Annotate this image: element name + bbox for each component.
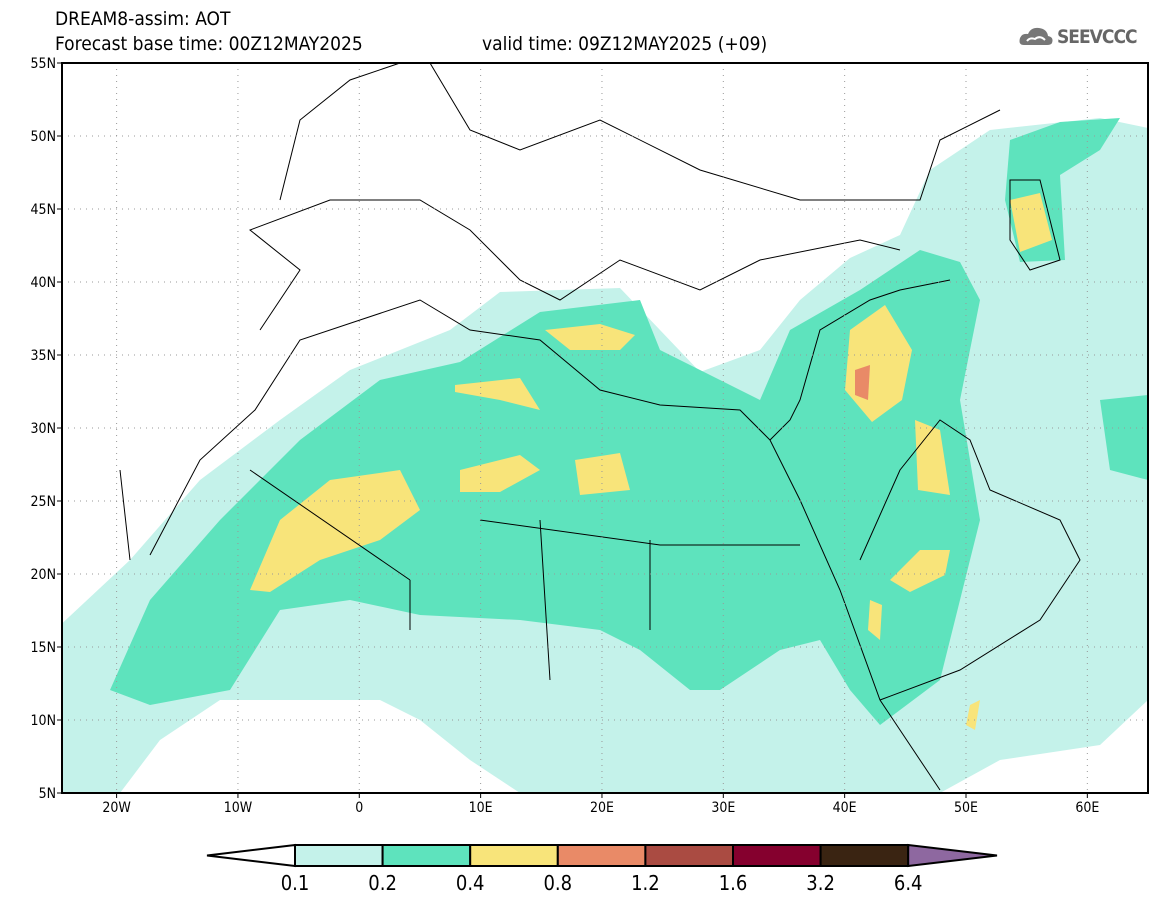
aot-band-0.2-0.4 — [1100, 395, 1148, 480]
lat-label: 40N — [31, 275, 56, 291]
colorbar-swatch — [294, 844, 384, 867]
colorbar-label: 0.4 — [456, 871, 485, 895]
colorbar-swatch — [644, 844, 735, 867]
lon-label: 20W — [102, 800, 131, 816]
colorbar-label: 6.4 — [894, 871, 923, 895]
logo-text: SEEVCCC — [1057, 26, 1138, 48]
colorbar-label: 0.8 — [543, 871, 572, 895]
lat-label: 10N — [31, 713, 56, 729]
map-title: DREAM8-assim: AOT — [55, 8, 231, 30]
lon-label: 10W — [224, 800, 253, 816]
colorbar-label: 0.1 — [281, 871, 310, 895]
colorbar-swatch — [732, 844, 822, 867]
lat-label: 30N — [31, 421, 56, 437]
lat-label: 45N — [31, 202, 56, 218]
lon-label: 0 — [355, 800, 363, 816]
colorbar-over-arrow — [907, 843, 998, 868]
seevccc-logo: SEEVCCC — [1018, 25, 1138, 49]
coastlines — [119, 63, 1081, 791]
lat-label: 15N — [31, 640, 56, 656]
cloud-icon — [1019, 27, 1053, 45]
valid-time: valid time: 09Z12MAY2025 (+09) — [482, 33, 768, 55]
lon-label: 20E — [590, 800, 614, 816]
lat-label: 35N — [31, 348, 56, 364]
lat-label: 5N — [39, 786, 56, 802]
aot-band-0.4-0.8 — [250, 193, 1052, 730]
lon-label: 60E — [1075, 800, 1099, 816]
lat-label: 20N — [31, 567, 56, 583]
lat-label: 55N — [31, 56, 56, 72]
colorbar-swatch — [381, 844, 472, 867]
aot-field — [62, 63, 1148, 793]
colorbar-swatch — [556, 844, 647, 867]
lon-label: 30E — [711, 800, 735, 816]
axis-labels: 55N 50N 45N 40N 35N 30N 25N 20N 15N 10N 5N 20W 10W 0 1… — [31, 56, 1100, 816]
forecast-base-time: Forecast base time: 00Z12MAY2025 — [55, 33, 363, 55]
aot-band-0.2-0.4 — [110, 250, 980, 725]
lon-label: 40E — [833, 800, 857, 816]
lon-label: 10E — [469, 800, 493, 816]
lat-label: 25N — [31, 494, 56, 510]
lat-label: 50N — [31, 129, 56, 145]
lon-label: 50E — [954, 800, 978, 816]
aot-band-1.2-1.6 — [855, 365, 870, 400]
colorbar-label: 0.2 — [368, 871, 397, 895]
colorbar-label: 3.2 — [806, 871, 835, 895]
colorbar: 0.1 0.2 0.4 0.8 1.2 1.6 3.2 6.4 — [206, 843, 998, 895]
colorbar-swatch — [819, 844, 910, 867]
colorbar-swatch — [469, 844, 559, 867]
colorbar-label: 1.2 — [631, 871, 660, 895]
colorbar-label: 1.6 — [719, 871, 748, 895]
colorbar-under-arrow — [206, 843, 296, 868]
